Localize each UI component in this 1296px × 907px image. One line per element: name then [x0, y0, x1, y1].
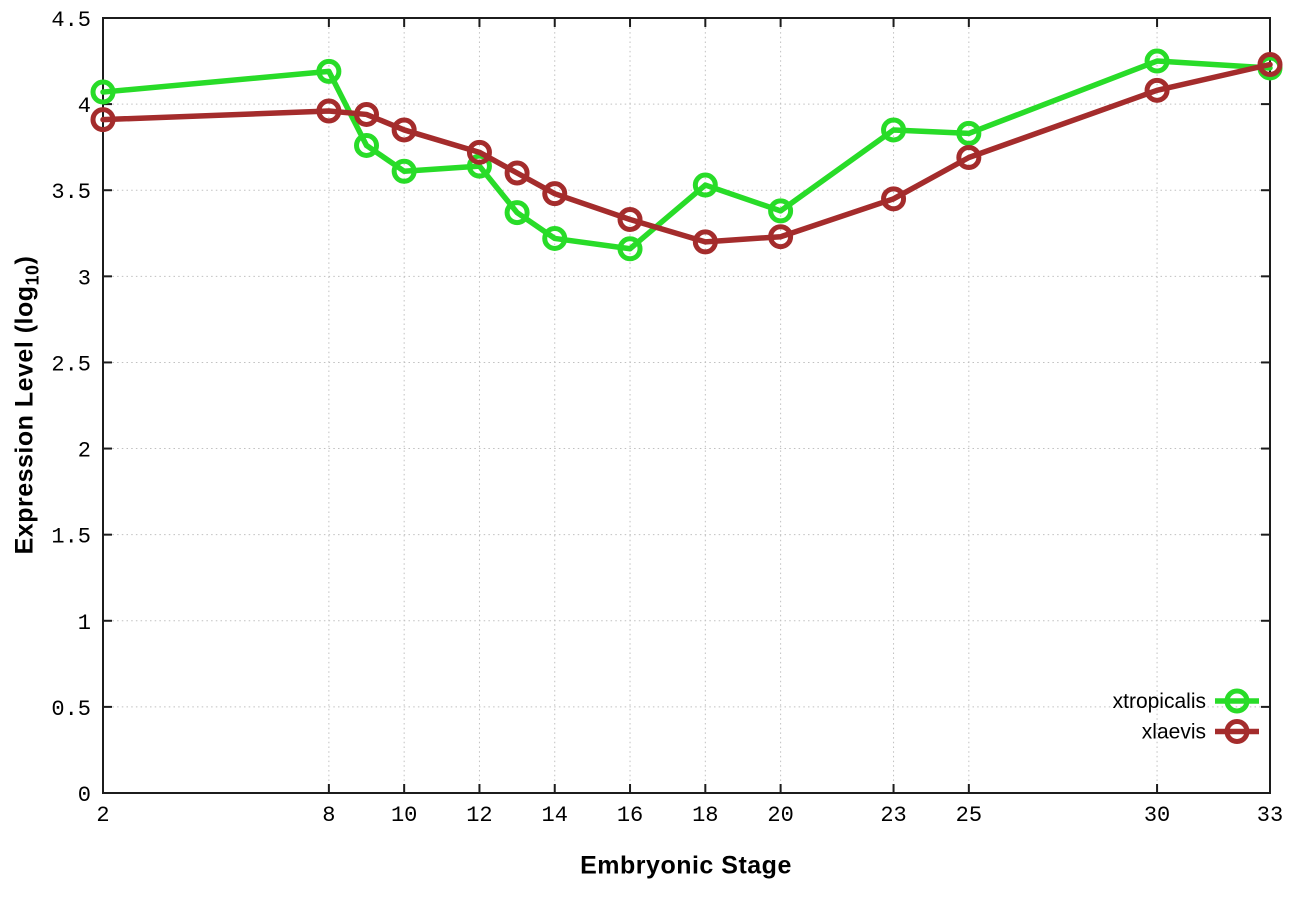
y-tick-label: 1.5 — [51, 525, 91, 550]
x-tick-label: 18 — [692, 803, 718, 828]
legend-label-xtropicalis: xtropicalis — [1113, 690, 1206, 713]
data-point-xtropicalis — [617, 236, 643, 262]
y-tick-label: 0.5 — [51, 697, 91, 722]
data-point-xtropicalis — [466, 153, 492, 179]
data-point-xlaevis — [542, 181, 568, 207]
legend-marker-point-xtropicalis — [1224, 688, 1250, 714]
y-tick-label: 1 — [78, 611, 91, 636]
data-point-xlaevis — [1257, 52, 1283, 77]
legend-marker-point-xlaevis — [1224, 719, 1250, 744]
data-point-xlaevis — [316, 98, 342, 124]
legend-label-xlaevis: xlaevis — [1142, 721, 1206, 744]
data-point-xtropicalis — [956, 120, 982, 146]
data-point-xtropicalis — [391, 158, 417, 184]
x-tick-label: 8 — [322, 803, 335, 828]
data-point-xtropicalis — [90, 79, 116, 105]
data-point-xtropicalis — [504, 200, 530, 226]
x-axis-label: Embryonic Stage — [580, 851, 792, 880]
x-tick-label: 30 — [1144, 803, 1170, 828]
data-point-xlaevis — [768, 224, 794, 250]
y-tick-label: 4.5 — [51, 8, 91, 33]
x-tick-label: 23 — [880, 803, 906, 828]
x-tick-label: 12 — [466, 803, 492, 828]
x-tick-label: 20 — [767, 803, 793, 828]
data-point-xtropicalis — [1144, 48, 1170, 74]
data-point-xtropicalis — [316, 58, 342, 84]
x-tick-label: 2 — [96, 803, 109, 828]
x-tick-label: 16 — [617, 803, 643, 828]
data-point-xtropicalis — [542, 225, 568, 251]
y-tick-label: 2.5 — [51, 352, 91, 377]
y-tick-label: 2 — [78, 439, 91, 464]
data-point-xtropicalis — [354, 132, 380, 158]
y-axis-label: Expression Level (log10) — [11, 256, 44, 555]
y-axis-label-text: Expression Level (log — [10, 285, 39, 555]
data-point-xlaevis — [692, 229, 718, 255]
y-tick-label: 4 — [78, 94, 91, 119]
y-axis-label-suffix: ) — [10, 255, 39, 265]
data-point-xlaevis — [391, 117, 417, 143]
data-point-xlaevis — [466, 139, 492, 165]
data-point-xlaevis — [1144, 77, 1170, 103]
series-line-xtropicalis — [100, 58, 1273, 252]
y-tick-label: 3 — [78, 266, 91, 291]
y-axis-label-subscript: 10 — [22, 264, 43, 286]
y-tick-label: 0 — [78, 783, 91, 808]
data-point-xlaevis — [956, 145, 982, 170]
data-point-xlaevis — [617, 207, 643, 232]
x-tick-label: 14 — [542, 803, 568, 828]
data-point-xlaevis — [881, 186, 907, 212]
plot-border — [102, 17, 1271, 794]
y-tick-label: 3.5 — [51, 180, 91, 205]
data-point-xtropicalis — [768, 198, 794, 224]
data-point-xlaevis — [90, 107, 116, 133]
x-tick-label: 25 — [956, 803, 982, 828]
data-point-xtropicalis — [692, 172, 718, 198]
x-tick-label: 33 — [1257, 803, 1283, 828]
data-point-xlaevis — [354, 101, 380, 127]
data-point-xlaevis — [504, 160, 530, 186]
x-tick-label: 10 — [391, 803, 417, 828]
data-point-xtropicalis — [881, 117, 907, 143]
series-line-xlaevis — [100, 61, 1273, 245]
